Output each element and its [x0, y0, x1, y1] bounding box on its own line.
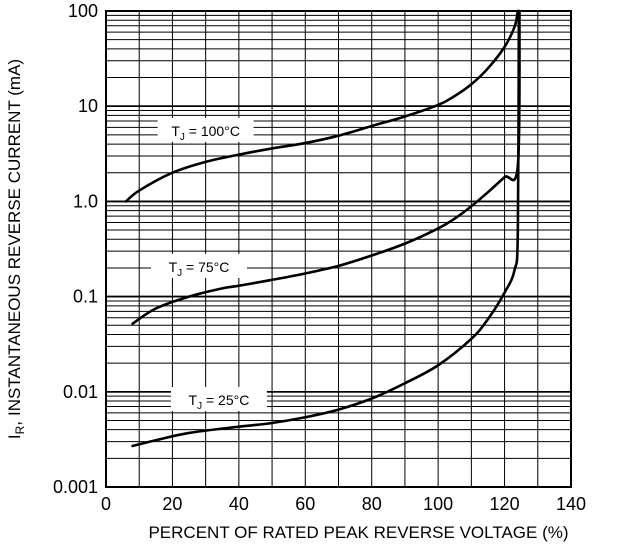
- series-label-subscript: J: [180, 132, 185, 143]
- series-label-0: TJ = 100°C: [171, 123, 240, 143]
- y-tick-label: 1.0: [73, 191, 98, 211]
- y-axis-subscript: R: [13, 425, 27, 434]
- y-tick-label: 0.001: [53, 477, 98, 497]
- y-axis-text: INSTANTANEOUS REVERSE CURRENT (mA): [5, 59, 24, 416]
- series-line-2: [131, 9, 521, 448]
- x-tick-label: 60: [295, 494, 315, 514]
- series-label-bg-0: [157, 117, 254, 142]
- series-label-subscript: J: [177, 268, 182, 279]
- y-tick-label: 0.1: [73, 287, 98, 307]
- series-line-0: [124, 9, 520, 203]
- series-label-bg-1: [151, 253, 247, 278]
- series-label-bg-2: [170, 387, 267, 412]
- x-tick-label: 100: [423, 494, 453, 514]
- y-tick-label: 10: [78, 96, 98, 116]
- grid-layer: [105, 10, 572, 488]
- series-layer: [124, 9, 521, 448]
- series-label-value: = 25°C: [202, 392, 249, 408]
- y-axis-symbol: I: [5, 434, 24, 439]
- x-axis-title: PERCENT OF RATED PEAK REVERSE VOLTAGE (%…: [148, 523, 568, 542]
- series-label-2: TJ = 25°C: [189, 392, 250, 412]
- x-tick-label: 20: [162, 494, 182, 514]
- tick-layer: 0 20 40 60 80 100 120 140 0.001 0.01 0.1 1.0 10 100: [53, 1, 586, 514]
- x-tick-label: 0: [101, 494, 111, 514]
- x-tick-label: 120: [490, 494, 520, 514]
- y-tick-label: 0.01: [63, 382, 98, 402]
- series-line-1: [131, 9, 521, 325]
- series-label-symbol: T: [189, 392, 198, 408]
- x-tick-label: 40: [229, 494, 249, 514]
- series-label-value: = 100°C: [185, 123, 240, 139]
- x-tick-label: 80: [362, 494, 382, 514]
- series-label-subscript: J: [197, 401, 202, 412]
- series-label-1: TJ = 75°C: [169, 259, 230, 279]
- x-tick-label: 140: [556, 494, 586, 514]
- y-axis-title: IR, INSTANTANEOUS REVERSE CURRENT (mA): [5, 59, 27, 439]
- y-axis-separator: ,: [5, 421, 24, 426]
- series-label-symbol: T: [169, 259, 178, 275]
- plot-frame: [105, 10, 572, 488]
- series-label-symbol: T: [171, 123, 180, 139]
- label-layer: TJ = 100°CTJ = 75°CTJ = 25°C: [151, 117, 267, 412]
- y-tick-label: 100: [68, 1, 98, 21]
- series-label-value: = 75°C: [182, 259, 229, 275]
